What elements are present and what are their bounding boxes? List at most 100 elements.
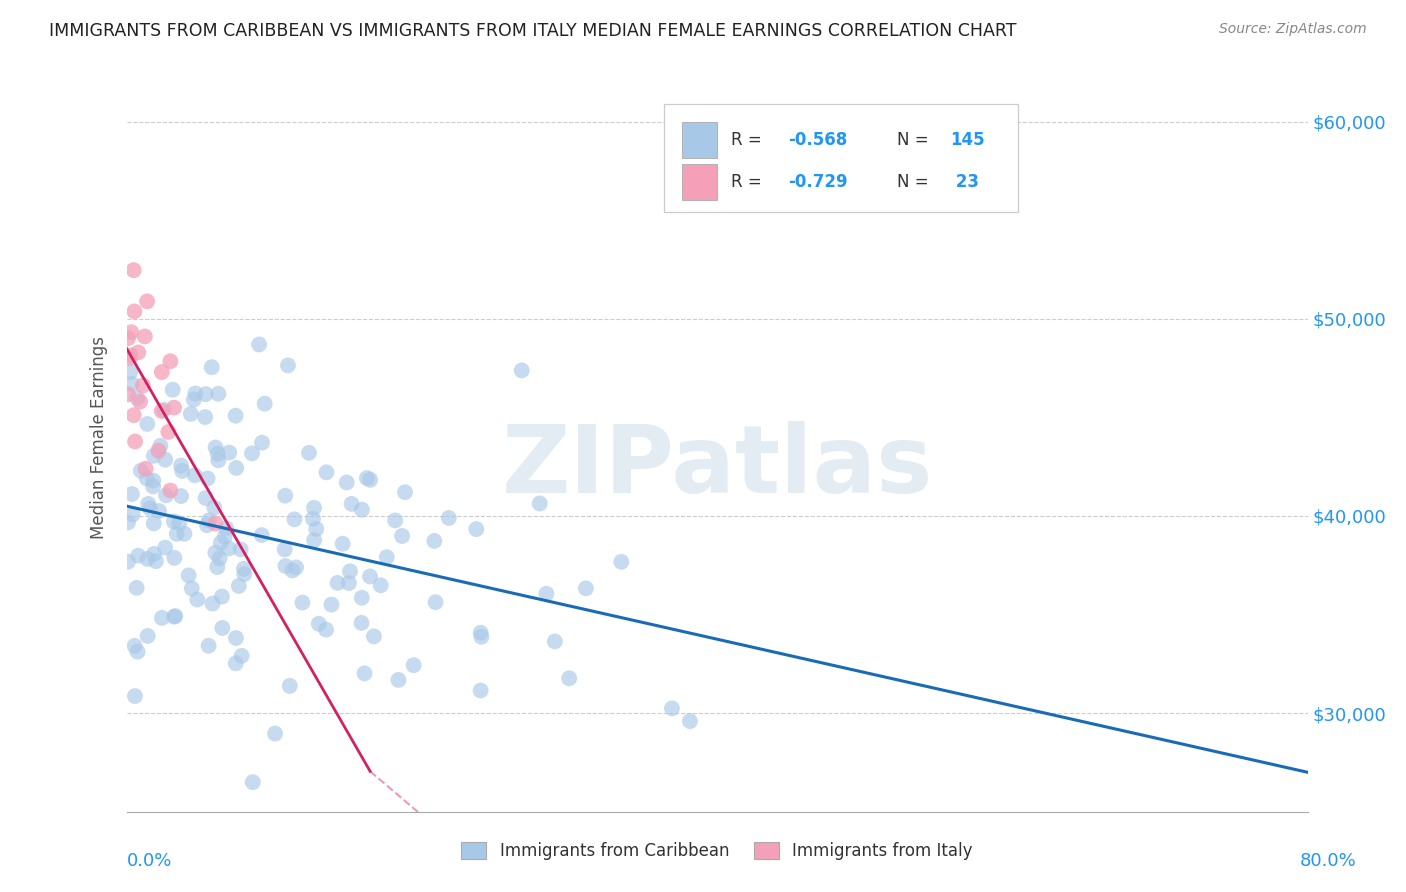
Point [121, 487, 143, 501]
Point [150, 404, 173, 418]
Y-axis label: Median Female Earnings: Median Female Earnings [90, 335, 108, 539]
Point [340, 497, 363, 511]
Point [679, 714, 702, 728]
Point [529, 496, 551, 510]
Point [207, 386, 229, 401]
Point [402, 658, 425, 673]
Point [302, 500, 325, 515]
Point [285, 560, 308, 574]
Point [661, 701, 683, 715]
Point [117, 387, 139, 401]
Point [250, 435, 273, 450]
Point [350, 502, 373, 516]
Point [135, 461, 157, 475]
Text: 80.0%: 80.0% [1301, 852, 1357, 870]
Point [575, 582, 598, 596]
Point [423, 533, 446, 548]
Point [129, 394, 152, 409]
Point [350, 615, 373, 630]
Point [173, 526, 195, 541]
Point [470, 630, 492, 644]
Point [211, 590, 233, 604]
Point [162, 383, 184, 397]
Point [166, 527, 188, 541]
Point [180, 407, 202, 421]
Point [183, 392, 205, 407]
Point [247, 337, 270, 351]
FancyBboxPatch shape [682, 122, 717, 159]
Point [184, 468, 207, 483]
Legend: Immigrants from Caribbean, Immigrants from Italy: Immigrants from Caribbean, Immigrants fr… [454, 836, 980, 867]
Point [121, 508, 143, 522]
Point [163, 609, 186, 624]
Point [163, 401, 186, 415]
Point [536, 587, 558, 601]
Point [136, 417, 159, 431]
Point [425, 595, 447, 609]
Text: IMMIGRANTS FROM CARIBBEAN VS IMMIGRANTS FROM ITALY MEDIAN FEMALE EARNINGS CORREL: IMMIGRANTS FROM CARIBBEAN VS IMMIGRANTS … [49, 22, 1017, 40]
Point [437, 511, 460, 525]
Point [250, 528, 273, 542]
Point [391, 529, 413, 543]
Point [197, 471, 219, 485]
Point [153, 402, 176, 417]
Point [169, 516, 191, 531]
Point [143, 547, 166, 561]
Point [145, 554, 167, 568]
Point [163, 550, 186, 565]
Point [127, 391, 149, 405]
Point [225, 461, 247, 475]
Point [375, 550, 398, 565]
Point [148, 443, 170, 458]
Point [129, 464, 152, 478]
Point [177, 568, 200, 582]
Point [194, 491, 217, 505]
Point [359, 569, 381, 583]
Point [201, 597, 224, 611]
Text: N =: N = [897, 131, 934, 149]
Point [208, 551, 231, 566]
Point [120, 365, 142, 379]
Point [207, 560, 229, 574]
Point [122, 408, 145, 422]
Point [132, 378, 155, 392]
Point [120, 348, 142, 362]
Point [163, 515, 186, 529]
Point [198, 513, 221, 527]
Point [139, 501, 162, 516]
Point [194, 387, 217, 401]
Point [117, 331, 139, 345]
Point [242, 775, 264, 789]
Point [277, 359, 299, 373]
Text: N =: N = [897, 173, 934, 191]
Point [332, 537, 354, 551]
Point [394, 485, 416, 500]
Point [273, 542, 295, 557]
Point [155, 452, 177, 467]
Point [225, 409, 247, 423]
Point [211, 621, 233, 635]
Text: 0.0%: 0.0% [127, 852, 172, 870]
Point [321, 598, 343, 612]
Point [510, 363, 533, 377]
Point [121, 376, 143, 391]
FancyBboxPatch shape [682, 164, 717, 201]
FancyBboxPatch shape [664, 103, 1018, 212]
Point [124, 689, 146, 703]
Point [231, 648, 253, 663]
Point [370, 578, 392, 592]
Point [336, 475, 359, 490]
Point [125, 581, 148, 595]
Point [127, 645, 149, 659]
Text: R =: R = [731, 131, 768, 149]
Point [150, 611, 173, 625]
Point [157, 425, 180, 439]
Point [305, 522, 328, 536]
Point [278, 679, 301, 693]
Point [180, 582, 202, 596]
Point [274, 489, 297, 503]
Point [127, 345, 149, 359]
Point [149, 439, 172, 453]
Point [197, 639, 219, 653]
Point [225, 657, 247, 671]
